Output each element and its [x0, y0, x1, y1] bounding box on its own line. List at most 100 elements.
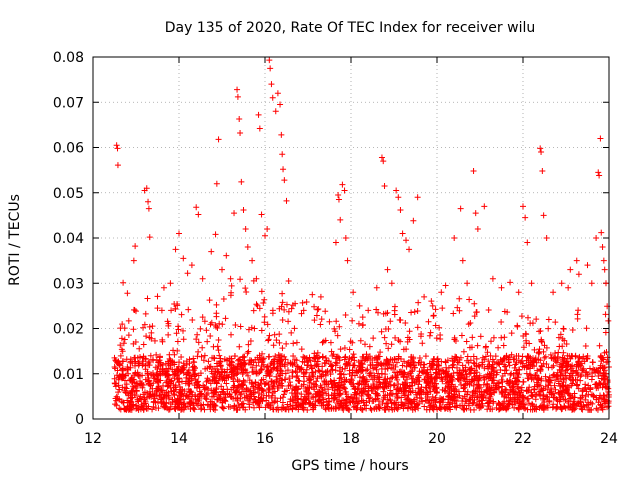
data-point: [286, 375, 293, 382]
data-point: [158, 394, 165, 401]
data-point: [143, 333, 150, 340]
data-point: [244, 244, 251, 251]
data-point: [118, 335, 125, 342]
data-point: [468, 365, 475, 372]
data-point: [148, 329, 155, 336]
data-point: [296, 366, 303, 373]
data-point: [601, 376, 608, 383]
data-point: [179, 406, 186, 413]
data-point: [228, 331, 235, 338]
data-point: [388, 390, 395, 397]
data-point: [168, 307, 175, 314]
data-point: [470, 382, 477, 389]
data-point: [590, 392, 597, 399]
data-point: [154, 398, 161, 405]
data-point: [558, 280, 565, 287]
data-point: [391, 400, 398, 407]
data-point: [381, 334, 388, 341]
data-point: [525, 400, 532, 407]
data-point: [471, 406, 478, 413]
data-point: [141, 321, 148, 328]
data-point: [536, 328, 543, 335]
data-point: [149, 385, 156, 392]
data-point: [515, 366, 522, 373]
data-point: [211, 355, 218, 362]
data-point: [292, 367, 299, 374]
data-point: [514, 323, 521, 330]
data-point: [140, 406, 147, 413]
data-point: [365, 307, 372, 314]
data-point: [277, 395, 284, 402]
data-point: [439, 305, 446, 312]
data-point: [160, 284, 167, 291]
data-point: [336, 375, 343, 382]
data-point: [534, 367, 541, 374]
data-point: [151, 337, 158, 344]
data-point: [311, 350, 318, 357]
data-point: [557, 404, 564, 411]
data-point: [211, 378, 218, 385]
data-point: [150, 380, 157, 387]
data-point: [261, 313, 268, 320]
data-point: [271, 358, 278, 365]
data-point: [278, 352, 285, 359]
data-point: [599, 244, 606, 251]
data-point: [468, 344, 475, 351]
data-point: [586, 365, 593, 372]
data-point: [240, 206, 247, 213]
data-point: [253, 362, 260, 369]
data-point: [448, 394, 455, 401]
data-point: [193, 400, 200, 407]
data-point: [268, 81, 275, 88]
data-point: [233, 388, 240, 395]
data-point: [520, 394, 527, 401]
data-point: [435, 362, 442, 369]
data-point: [419, 340, 426, 347]
data-point: [178, 378, 185, 385]
data-point: [205, 358, 212, 365]
data-point: [139, 372, 146, 379]
data-point: [535, 390, 542, 397]
data-point: [575, 385, 582, 392]
data-point: [266, 386, 273, 393]
data-point: [568, 353, 575, 360]
data-point: [363, 402, 370, 409]
data-point: [442, 374, 449, 381]
data-point: [322, 308, 329, 315]
data-point: [153, 351, 160, 358]
data-point: [540, 396, 547, 403]
data-point: [582, 342, 589, 349]
data-point: [375, 309, 382, 316]
data-point: [185, 386, 192, 393]
data-point: [295, 395, 302, 402]
data-point: [479, 393, 486, 400]
data-point: [432, 306, 439, 313]
data-point: [215, 347, 222, 354]
data-point: [114, 367, 121, 374]
data-point: [535, 381, 542, 388]
data-point: [603, 359, 610, 366]
data-point: [192, 380, 199, 387]
data-point: [391, 303, 398, 310]
data-point: [111, 364, 118, 371]
data-point: [237, 323, 244, 330]
data-point: [149, 406, 156, 413]
data-point: [390, 382, 397, 389]
data-point: [228, 359, 235, 366]
data-point: [439, 386, 446, 393]
data-point: [181, 362, 188, 369]
data-point: [523, 337, 530, 344]
data-point: [193, 336, 200, 343]
data-point: [449, 362, 456, 369]
data-point: [115, 389, 122, 396]
data-point: [237, 391, 244, 398]
data-point: [596, 379, 603, 386]
data-point: [269, 399, 276, 406]
data-point: [313, 383, 320, 390]
data-point: [337, 216, 344, 223]
data-point: [125, 332, 132, 339]
data-point: [331, 395, 338, 402]
data-point: [117, 352, 124, 359]
data-point: [339, 405, 346, 412]
data-point: [427, 366, 434, 373]
